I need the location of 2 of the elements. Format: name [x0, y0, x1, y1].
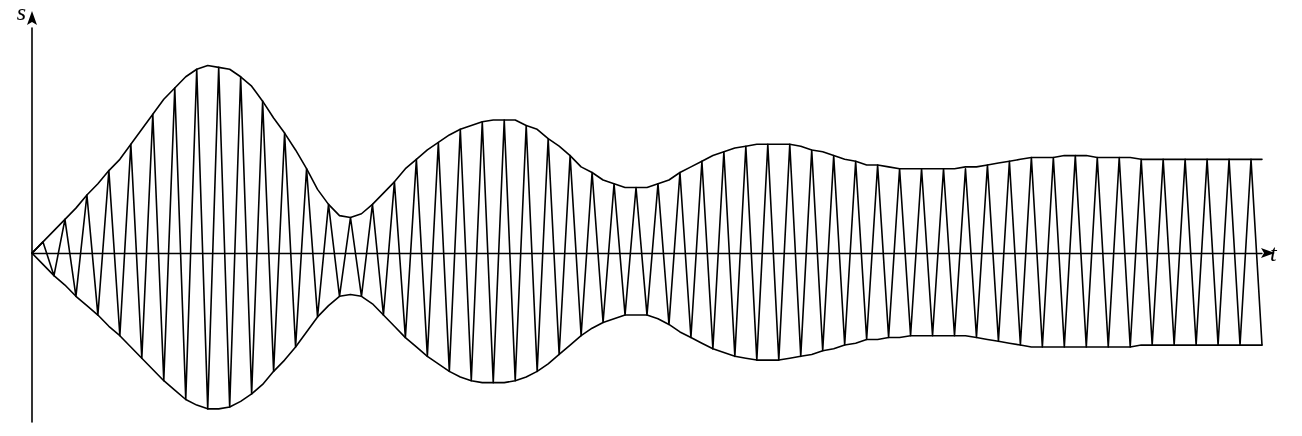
x-axis-title: t	[1270, 240, 1278, 267]
y-axis-title: s	[16, 0, 26, 25]
